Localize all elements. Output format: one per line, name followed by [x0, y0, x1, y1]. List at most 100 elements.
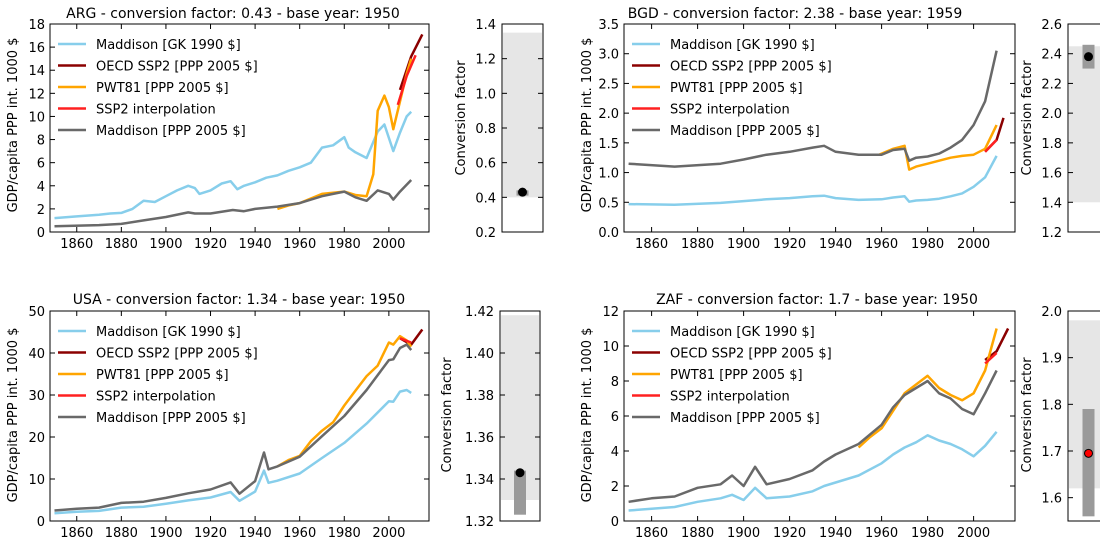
chart-title: ZAF - conversion factor: 1.7 - base year… [656, 292, 978, 308]
y-tick-label: 2 [37, 203, 45, 218]
y-tick-label: 0 [611, 515, 619, 530]
x-tick-label: 1980 [911, 526, 944, 541]
x-tick-label: 1880 [681, 526, 714, 541]
legend: Maddison [GK 1990 $] OECD SSP2 [PPP 2005 … [58, 38, 258, 139]
y-tick-label: 1.2 [1041, 226, 1062, 241]
y-tick-label: 0.6 [475, 157, 496, 172]
chart-title: USA - conversion factor: 1.34 - base yea… [73, 292, 405, 308]
legend-label: SSP2 interpolation [96, 390, 216, 405]
x-tick-label: 1980 [328, 237, 361, 252]
x-tick-label: 1980 [911, 237, 944, 252]
plot-area: 1860 1880 1900 1920 1940 1960 1980 2000 0.0 0.5 1.… [598, 18, 1016, 252]
y-tick-label: 1.42 [465, 305, 494, 320]
series-line-maddison-gk-1990 [628, 155, 998, 206]
y-tick-label: 0.2 [475, 226, 496, 241]
x-tick-label: 2000 [372, 237, 405, 252]
y-axis-label: GDP/capita PPP int. 1000 $ [6, 38, 21, 213]
x-tick-label: 1900 [149, 237, 182, 252]
legend-label: PWT81 [PPP 2005 $] [96, 368, 229, 383]
legend-label: SSP2 interpolation [670, 103, 790, 118]
y-tick-label: 16 [28, 41, 45, 56]
x-tick-label: 1920 [194, 526, 227, 541]
x-tick-label: 1880 [105, 526, 138, 541]
plot-area: 1860 1880 1900 1920 1940 1960 1980 2000 0 10 20 30 4… [28, 305, 430, 541]
y-axis-label: Conversion factor [454, 60, 469, 176]
y-tick-label: 0.0 [598, 226, 619, 241]
y-tick-label: 2 [611, 480, 619, 495]
legend-label: Maddison [GK 1990 $] [670, 38, 815, 53]
y-tick-label: 10 [28, 473, 45, 488]
y-tick-label: 0 [37, 226, 45, 241]
x-tick-label: 1900 [149, 526, 182, 541]
y-tick-label: 1.6 [1041, 167, 1062, 182]
usa-gdp-chart: USA - conversion factor: 1.34 - base yea… [6, 292, 430, 541]
series-line-oecd-ssp2-ppp-2005 [398, 33, 424, 91]
bgd-conversion-factor-chart: Conversion factor 1.2 1.4 1.6 1.8 2.0 2.2 2.4 2… [1020, 18, 1100, 241]
x-tick-label: 1940 [819, 237, 852, 252]
y-tick-label: 2.5 [598, 77, 619, 92]
y-tick-label: 14 [28, 64, 45, 79]
conversion-factor-point [518, 187, 527, 197]
y-tick-label: 2.6 [1041, 18, 1062, 33]
y-tick-label: 2.0 [1041, 107, 1062, 122]
x-tick-label: 2000 [372, 526, 405, 541]
series-line-maddison-ppp-2005 [54, 343, 413, 512]
y-tick-label: 1.34 [465, 473, 494, 488]
x-tick-label: 2000 [957, 237, 990, 252]
x-tick-label: 1900 [727, 526, 760, 541]
y-axis-label: GDP/capita PPP int. 1000 $ [580, 328, 595, 503]
y-tick-label: 4 [611, 445, 619, 460]
legend-label: OECD SSP2 [PPP 2005 $] [670, 60, 832, 75]
x-tick-label: 1860 [635, 237, 668, 252]
series-line-pwt81-ppp-2005 [878, 124, 998, 171]
x-tick-label: 1920 [194, 237, 227, 252]
y-axis-label: Conversion factor [1020, 357, 1035, 473]
y-tick-label: 1.4 [1041, 196, 1062, 211]
y-tick-label: 30 [28, 389, 45, 404]
y-tick-label: 1.9 [1041, 352, 1062, 367]
y-tick-label: 50 [28, 305, 45, 320]
y-axis-label: Conversion factor [440, 357, 455, 473]
axes-frame [1067, 310, 1100, 522]
y-tick-label: 10 [28, 110, 45, 125]
y-tick-label: 1.0 [598, 167, 619, 182]
series-line-maddison-gk-1990 [54, 388, 412, 515]
axes-frame [499, 310, 541, 522]
y-axis-label: GDP/capita PPP int. 1000 $ [6, 328, 21, 503]
light-range-band [1069, 46, 1100, 203]
series-line-ssp2-interpolation [396, 54, 417, 106]
axes-frame [623, 23, 1016, 233]
legend: Maddison [GK 1990 $] OECD SSP2 [PPP 2005 … [58, 325, 258, 426]
y-tick-label: 3.0 [598, 48, 619, 63]
legend-label: OECD SSP2 [PPP 2005 $] [96, 347, 258, 362]
dark-range-band [514, 470, 526, 515]
legend-label: SSP2 interpolation [96, 103, 216, 118]
arg-conversion-factor-chart: Conversion factor 0.2 0.4 0.6 0.8 1.0 1.2 1.4 [454, 18, 544, 241]
y-tick-label: 0 [37, 515, 45, 530]
series-line-ssp2-interpolation [984, 139, 998, 153]
plot-area: 1.6 1.7 1.8 1.9 2.0 [1041, 305, 1100, 522]
dark-range-band [1082, 409, 1095, 517]
y-tick-label: 1.40 [465, 347, 494, 362]
zaf-gdp-chart: ZAF - conversion factor: 1.7 - base year… [580, 292, 1016, 541]
series-line-pwt81-ppp-2005 [277, 58, 413, 211]
arg-gdp-chart: ARG - conversion factor: 0.43 - base yea… [6, 6, 430, 252]
conversion-factor-point [515, 468, 525, 478]
legend: Maddison [GK 1990 $] OECD SSP2 [PPP 2005 … [632, 38, 832, 139]
y-tick-label: 2.4 [1041, 48, 1062, 63]
x-tick-label: 1920 [773, 526, 806, 541]
legend-label: SSP2 interpolation [670, 390, 790, 405]
legend-label: PWT81 [PPP 2005 $] [96, 81, 229, 96]
legend: Maddison [GK 1990 $] OECD SSP2 [PPP 2005 … [632, 325, 832, 426]
legend-label: Maddison [PPP 2005 $] [670, 411, 820, 426]
series-line-oecd-ssp2-ppp-2005 [984, 117, 1005, 153]
plot-area: 0.2 0.4 0.6 0.8 1.0 1.2 1.4 [475, 18, 544, 241]
chart-title: BGD - conversion factor: 2.38 - base yea… [628, 6, 962, 22]
conversion-factor-point [1084, 448, 1093, 458]
y-tick-label: 4 [37, 180, 45, 195]
bgd-gdp-chart: BGD - conversion factor: 2.38 - base yea… [580, 6, 1016, 252]
series-line-maddison-gk-1990 [54, 110, 413, 220]
y-tick-label: 2.0 [1041, 305, 1062, 320]
y-tick-label: 10 [602, 340, 619, 355]
y-tick-label: 1.8 [1041, 137, 1062, 152]
